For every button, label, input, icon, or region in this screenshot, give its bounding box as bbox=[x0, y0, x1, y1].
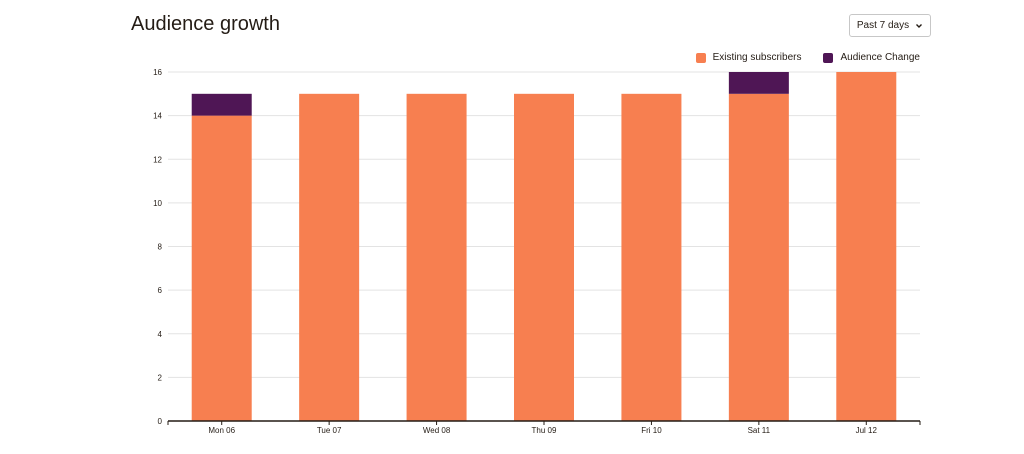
bar-segment bbox=[836, 72, 897, 421]
y-tick-label: 10 bbox=[153, 199, 162, 208]
y-tick-label: 0 bbox=[158, 417, 163, 426]
legend-swatch bbox=[823, 52, 834, 63]
bar-segment bbox=[728, 93, 789, 421]
bar-segment bbox=[191, 93, 252, 116]
bar-segment bbox=[728, 72, 789, 94]
y-tick-label: 14 bbox=[153, 112, 162, 121]
legend-item-existing-subscribers[interactable]: Existing subscribers bbox=[695, 52, 802, 63]
y-tick-label: 2 bbox=[158, 373, 163, 382]
date-range-select[interactable]: Past 7 days bbox=[849, 14, 931, 37]
y-tick-label: 8 bbox=[158, 243, 163, 252]
x-tick-label: Sat 11 bbox=[748, 426, 771, 435]
page-title: Audience growth bbox=[131, 13, 280, 35]
bar-segment bbox=[191, 115, 252, 421]
legend-swatch bbox=[695, 52, 706, 63]
legend-label: Audience Change bbox=[840, 52, 920, 63]
y-tick-label: 4 bbox=[158, 330, 163, 339]
x-tick-label: Fri 10 bbox=[641, 426, 662, 435]
x-tick-label: Jul 12 bbox=[856, 426, 878, 435]
x-tick-label: Wed 08 bbox=[423, 426, 451, 435]
chevron-down-icon bbox=[916, 23, 923, 28]
x-tick-label: Tue 07 bbox=[317, 426, 342, 435]
date-range-label: Past 7 days bbox=[856, 20, 910, 31]
x-tick-label: Mon 06 bbox=[208, 426, 235, 435]
y-tick-label: 16 bbox=[153, 68, 162, 77]
bar-segment bbox=[514, 93, 574, 421]
bar-segment bbox=[621, 93, 682, 421]
y-tick-label: 6 bbox=[158, 286, 163, 295]
x-tick-label: Thu 09 bbox=[532, 426, 557, 435]
legend-label: Existing subscribers bbox=[712, 52, 802, 63]
y-tick-label: 12 bbox=[153, 155, 162, 164]
bar-segment bbox=[299, 93, 360, 421]
legend-item-audience-change[interactable]: Audience Change bbox=[823, 52, 920, 63]
chart-legend: Existing subscribers Audience Change bbox=[695, 52, 920, 63]
bar-segment bbox=[406, 93, 467, 421]
